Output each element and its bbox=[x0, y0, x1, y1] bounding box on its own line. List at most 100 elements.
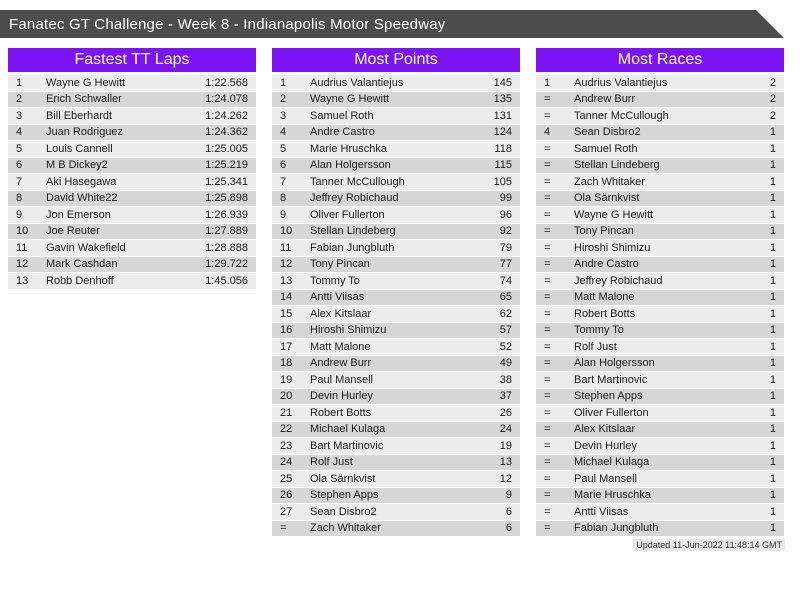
name-cell: Jon Emerson bbox=[46, 208, 111, 221]
table-row: 5 Marie Hruschka 118 bbox=[272, 141, 520, 157]
name-cell: Michael Kulaga bbox=[310, 423, 386, 436]
name-cell: Matt Malone bbox=[310, 340, 371, 353]
table-row: = Oliver Fullerton 1 bbox=[536, 405, 784, 421]
rank-cell: = bbox=[544, 423, 551, 436]
value-cell: 1 bbox=[769, 241, 776, 254]
table-row: = Bart Martinovic 1 bbox=[536, 372, 784, 388]
name-cell: Robert Botts bbox=[574, 307, 636, 320]
value-cell: 1 bbox=[769, 357, 776, 370]
rank-cell: 1 bbox=[544, 76, 551, 89]
value-cell: 9 bbox=[505, 489, 512, 502]
table-row: 1 Wayne G Hewitt 1:22.568 bbox=[8, 75, 256, 91]
leaderboards-container: Fastest TT Laps 1 Wayne G Hewitt 1:22.568 2… bbox=[8, 48, 784, 537]
table-row: = Wayne G Hewitt 1 bbox=[536, 207, 784, 223]
rank-cell: = bbox=[544, 241, 551, 254]
value-cell: 1:24.262 bbox=[205, 109, 248, 122]
board-title-most-points: Most Points bbox=[272, 48, 520, 72]
value-cell: 96 bbox=[499, 208, 512, 221]
name-cell: Oliver Fullerton bbox=[310, 208, 385, 221]
name-cell: Robert Botts bbox=[310, 406, 372, 419]
value-cell: 1 bbox=[769, 406, 776, 419]
rank-cell: 22 bbox=[280, 423, 293, 436]
value-cell: 12 bbox=[499, 472, 512, 485]
rank-cell: 5 bbox=[16, 142, 23, 155]
table-row: 27 Sean Disbro2 6 bbox=[272, 504, 520, 520]
value-cell: 52 bbox=[499, 340, 512, 353]
name-cell: Louis Cannell bbox=[46, 142, 113, 155]
name-cell: Alex Kitslaar bbox=[310, 307, 372, 320]
table-row: = Marie Hruschka 1 bbox=[536, 487, 784, 503]
table-row: 15 Alex Kitslaar 62 bbox=[272, 306, 520, 322]
table-row: 2 Wayne G Hewitt 135 bbox=[272, 91, 520, 107]
rank-cell: = bbox=[544, 109, 551, 122]
table-row: 6 M B Dickey2 1:25.219 bbox=[8, 157, 256, 173]
name-cell: Rolf Just bbox=[574, 340, 617, 353]
name-cell: Andrew Burr bbox=[310, 357, 372, 370]
rank-cell: 7 bbox=[280, 175, 287, 188]
value-cell: 1:28.888 bbox=[205, 241, 248, 254]
name-cell: Hiroshi Shimizu bbox=[310, 324, 387, 337]
rank-cell: 12 bbox=[280, 258, 293, 271]
table-row: = Robert Botts 1 bbox=[536, 306, 784, 322]
table-row: = Stellan Lindeberg 1 bbox=[536, 157, 784, 173]
name-cell: Ola Särnkvist bbox=[574, 192, 640, 205]
value-cell: 1 bbox=[769, 258, 776, 271]
name-cell: Joe Reuter bbox=[46, 225, 100, 238]
rank-cell: = bbox=[544, 192, 551, 205]
name-cell: Wayne G Hewitt bbox=[310, 93, 390, 106]
value-cell: 19 bbox=[499, 439, 512, 452]
rank-cell: 1 bbox=[280, 76, 287, 89]
value-cell: 2 bbox=[769, 76, 776, 89]
rank-cell: = bbox=[544, 208, 551, 221]
table-row: 18 Andrew Burr 49 bbox=[272, 355, 520, 371]
rank-cell: 1 bbox=[16, 76, 23, 89]
name-cell: Aki Hasegawa bbox=[46, 175, 117, 188]
table-row: = Andre Castro 1 bbox=[536, 256, 784, 272]
name-cell: Stephen Apps bbox=[574, 390, 643, 403]
board-most-races: Most Races 1 Audrius Valantiejus 2 = Andrew … bbox=[536, 48, 784, 537]
name-cell: Alan Holgersson bbox=[574, 357, 655, 370]
rank-cell: 4 bbox=[16, 126, 23, 139]
name-cell: David White22 bbox=[46, 192, 118, 205]
name-cell: Stellan Lindeberg bbox=[310, 225, 396, 238]
table-row: 4 Andre Castro 124 bbox=[272, 124, 520, 140]
name-cell: Alex Kitslaar bbox=[574, 423, 636, 436]
name-cell: Sean Disbro2 bbox=[574, 126, 641, 139]
table-row: 1 Audrius Valantiejus 145 bbox=[272, 75, 520, 91]
table-row: = Tony Pincan 1 bbox=[536, 223, 784, 239]
rank-cell: 18 bbox=[280, 357, 293, 370]
rank-cell: 23 bbox=[280, 439, 293, 452]
name-cell: Zach Whitaker bbox=[574, 175, 645, 188]
name-cell: Samuel Roth bbox=[574, 142, 638, 155]
table-row: 24 Rolf Just 13 bbox=[272, 454, 520, 470]
table-row: 9 Jon Emerson 1:26.939 bbox=[8, 207, 256, 223]
value-cell: 1:25.219 bbox=[205, 159, 248, 172]
value-cell: 1:26.939 bbox=[205, 208, 248, 221]
name-cell: Andre Castro bbox=[310, 126, 375, 139]
value-cell: 115 bbox=[494, 159, 512, 172]
value-cell: 1 bbox=[769, 142, 776, 155]
rank-cell: 19 bbox=[280, 373, 293, 386]
value-cell: 2 bbox=[769, 93, 776, 106]
table-row: 3 Samuel Roth 131 bbox=[272, 108, 520, 124]
table-row: = Michael Kulaga 1 bbox=[536, 454, 784, 470]
rank-cell: = bbox=[544, 357, 551, 370]
name-cell: Stellan Lindeberg bbox=[574, 159, 660, 172]
table-row: 20 Devin Hurley 37 bbox=[272, 388, 520, 404]
name-cell: Audrius Valantiejus bbox=[574, 76, 668, 89]
value-cell: 37 bbox=[499, 390, 512, 403]
board-rows-most-races: 1 Audrius Valantiejus 2 = Andrew Burr 2 = Tanne… bbox=[536, 72, 784, 536]
rank-cell: 12 bbox=[16, 258, 29, 271]
table-row: = Tanner McCullough 2 bbox=[536, 108, 784, 124]
table-row: = Jeffrey Robichaud 1 bbox=[536, 273, 784, 289]
rank-cell: 13 bbox=[280, 274, 293, 287]
name-cell: Wayne G Hewitt bbox=[574, 208, 654, 221]
table-row: = Zach Whitaker 1 bbox=[536, 174, 784, 190]
table-row: 8 David White22 1:25.898 bbox=[8, 190, 256, 206]
value-cell: 1 bbox=[769, 175, 776, 188]
rank-cell: 3 bbox=[280, 109, 287, 122]
value-cell: 57 bbox=[499, 324, 512, 337]
table-row: 13 Robb Denhoff 1:45.056 bbox=[8, 273, 256, 289]
table-row: = Devin Hurley 1 bbox=[536, 438, 784, 454]
